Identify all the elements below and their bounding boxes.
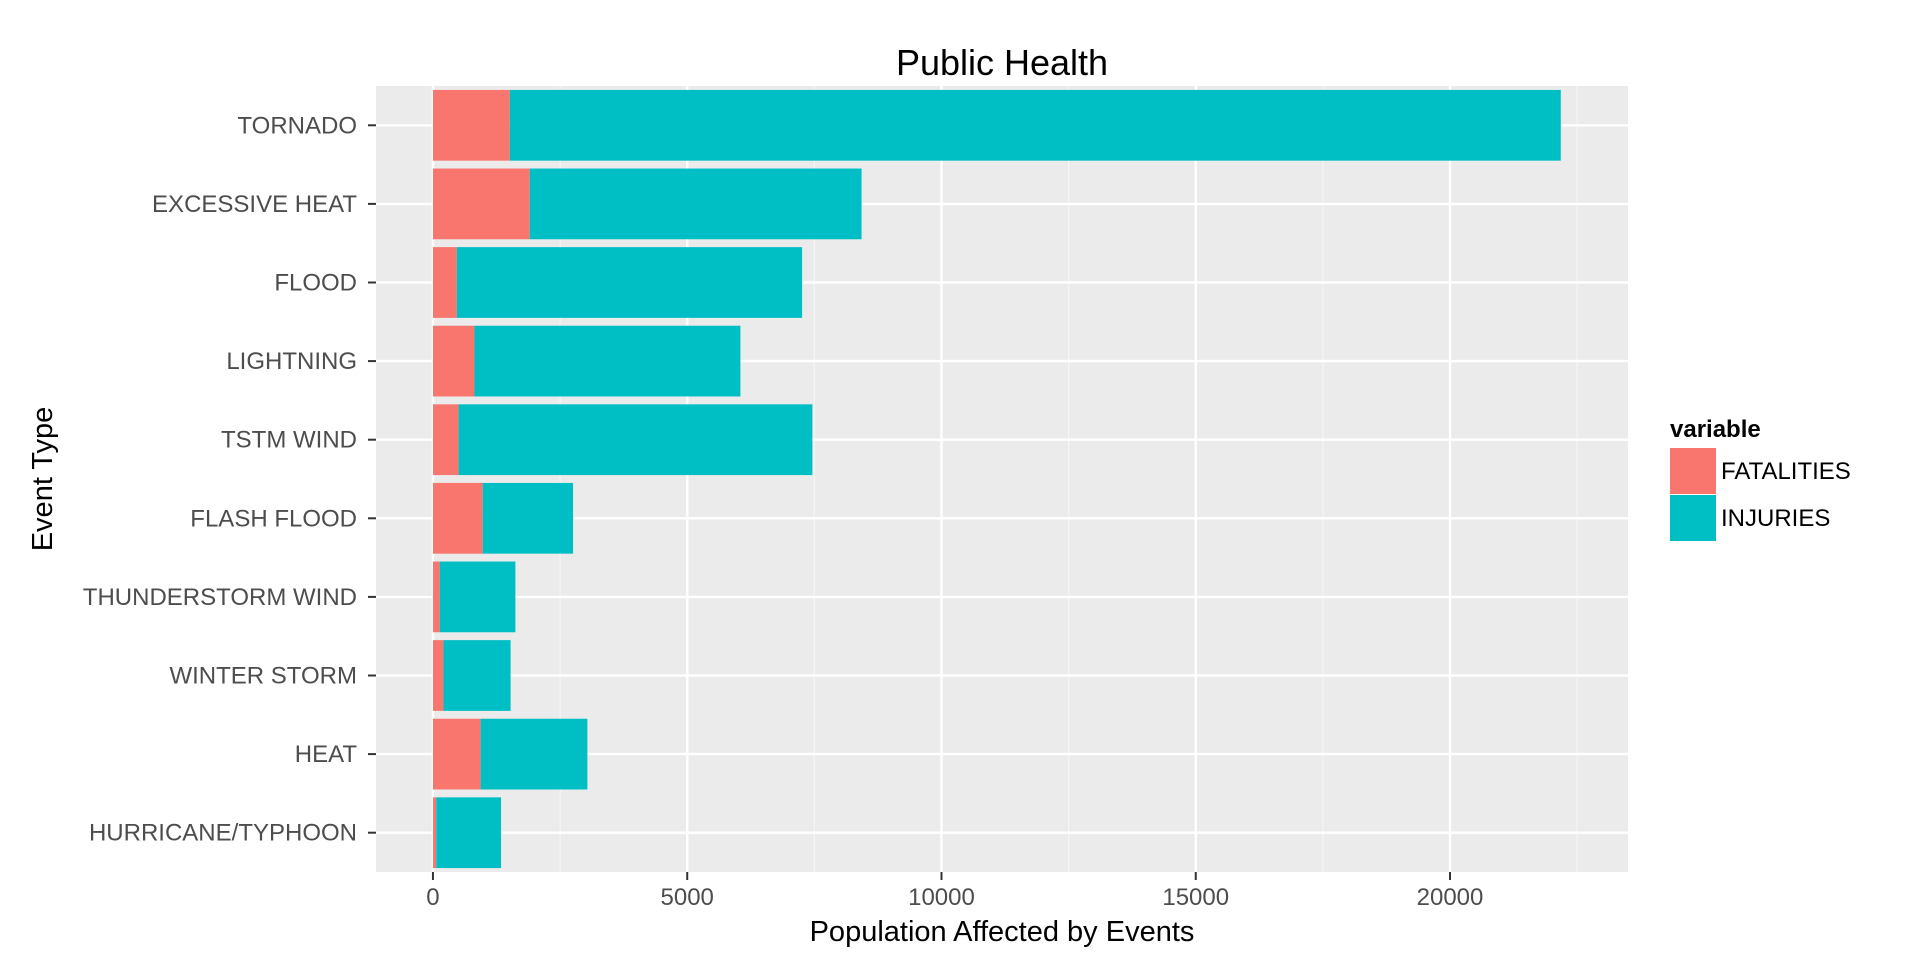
y-tick-label: TSTM WIND <box>221 427 357 454</box>
y-tick-label: HEAT <box>295 741 358 768</box>
y-tick-label: WINTER STORM <box>169 663 357 690</box>
x-axis: 0 5000 10000 15000 20000 <box>426 872 1483 911</box>
y-axis-title: Event Type <box>27 407 59 552</box>
y-tick-label: HURRICANE/TYPHOON <box>89 820 357 847</box>
x-tick-label: 5000 <box>661 884 714 911</box>
y-tick-label: TORNADO <box>237 112 357 139</box>
bar-injuries <box>456 247 803 318</box>
y-tick-label: LIGHTNING <box>226 348 357 375</box>
x-tick-label: 15000 <box>1162 884 1229 911</box>
bar-injuries <box>458 404 813 476</box>
x-tick-label: 0 <box>426 884 439 911</box>
bar-fatalities <box>432 325 475 397</box>
bar-injuries <box>482 482 574 554</box>
x-tick-label: 10000 <box>908 884 975 911</box>
bar-injuries <box>509 89 1561 161</box>
bar-injuries <box>436 797 502 869</box>
bar-fatalities <box>432 640 444 711</box>
bar-injuries <box>474 325 741 397</box>
chart-title: Public Health <box>896 42 1108 83</box>
bar-fatalities <box>432 561 440 633</box>
legend: variable FATALITIES INJURIES <box>1670 416 1851 541</box>
y-axis: TORNADO EXCESSIVE HEAT FLOOD LIGHTNING TSTM … <box>83 112 376 847</box>
bar-injuries <box>443 640 511 711</box>
bar-injuries <box>480 718 588 790</box>
bar-injuries <box>529 168 862 240</box>
x-axis-title: Population Affected by Events <box>810 916 1195 948</box>
y-tick-label: FLASH FLOOD <box>190 505 357 532</box>
legend-key-fatalities <box>1670 448 1716 494</box>
bar-fatalities <box>432 168 530 240</box>
y-tick-label: THUNDERSTORM WIND <box>83 584 357 611</box>
bar-fatalities <box>432 797 437 869</box>
bar-fatalities <box>432 482 483 554</box>
legend-label: FATALITIES <box>1721 458 1851 485</box>
y-tick-label: FLOOD <box>274 270 357 297</box>
y-tick-label: EXCESSIVE HEAT <box>152 191 357 218</box>
bar-fatalities <box>432 89 510 161</box>
legend-label: INJURIES <box>1721 505 1830 532</box>
bar-fatalities <box>432 404 459 476</box>
x-tick-label: 20000 <box>1417 884 1484 911</box>
legend-title: variable <box>1670 416 1761 443</box>
bars <box>432 89 1561 869</box>
bar-fatalities <box>432 247 457 318</box>
legend-key-injuries <box>1670 495 1716 541</box>
bar-fatalities <box>432 718 481 790</box>
bar-injuries <box>439 561 516 633</box>
